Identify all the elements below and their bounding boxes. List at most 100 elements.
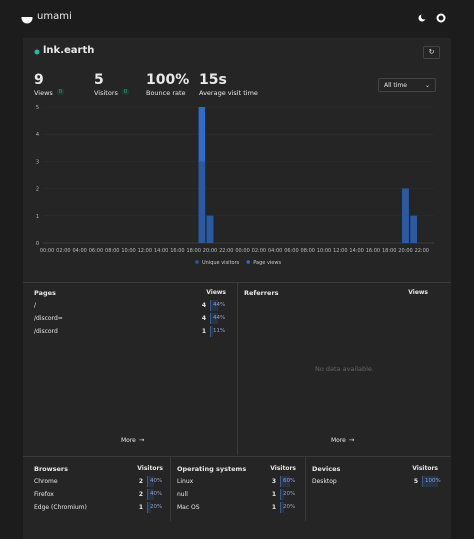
percent-track (147, 489, 163, 500)
percent-bar (148, 489, 154, 500)
date-filter[interactable]: All time ⌄ (378, 78, 436, 92)
row-label: Edge (Chromium) (34, 504, 87, 511)
x-tick-label: 22:00 (415, 248, 429, 254)
metric-label: Visitors (94, 89, 118, 97)
x-tick-label: 10:00 (317, 248, 331, 254)
bar (198, 161, 206, 243)
x-tick-label: 16:00 (170, 248, 184, 254)
x-tick-label: 02:00 (252, 248, 266, 254)
percent-track (280, 476, 296, 487)
x-tick-label: 00:00 (40, 248, 54, 254)
percent-bar (281, 502, 284, 513)
percent-bar (211, 313, 218, 324)
metric-value: 15s (199, 72, 227, 88)
x-tick-label: 14:00 (349, 248, 363, 254)
x-tick-label: 06:00 (284, 248, 298, 254)
row-value: 1 (138, 504, 143, 511)
table-title: Browsers (34, 465, 68, 473)
table-metric: Views (408, 289, 428, 296)
row-percent: 20% (283, 491, 296, 497)
filter-label: All time (384, 82, 407, 89)
x-tick-label: 14:00 (154, 248, 168, 254)
metric-change: 0 (121, 89, 130, 95)
bar (402, 188, 409, 243)
percent-track (147, 502, 163, 513)
table-metric: Visitors (270, 465, 296, 472)
refresh-button[interactable]: ↻ (423, 46, 440, 59)
x-tick-label: 08:00 (301, 248, 315, 254)
row-label: /discord (34, 328, 58, 335)
x-tick-label: 20:00 (203, 248, 217, 254)
row-value: 4 (201, 302, 206, 309)
row-value: 3 (271, 478, 276, 485)
metric-label: Average visit time (199, 89, 258, 97)
legend-swatch (195, 260, 199, 264)
percent-track (210, 300, 226, 311)
metric-value: 5 (94, 72, 104, 88)
x-tick-label: 08:00 (105, 248, 119, 254)
table-metric: Views (206, 289, 226, 296)
percent-track (280, 502, 296, 513)
logo (21, 12, 33, 24)
table-title: Operating systems (177, 465, 247, 473)
row-value: 4 (201, 315, 206, 322)
percent-track (422, 476, 438, 487)
divider (237, 283, 238, 455)
percent-bar (423, 476, 438, 487)
row-label: null (177, 491, 188, 498)
percent-bar (281, 489, 284, 500)
row-label: Linux (177, 478, 194, 485)
x-tick-label: 10:00 (121, 248, 135, 254)
bar (410, 215, 417, 243)
legend-label: Unique visitors (202, 260, 240, 266)
x-tick-label: 22:00 (219, 248, 233, 254)
row-value: 2 (138, 491, 143, 498)
row-percent: 100% (425, 478, 441, 484)
row-value: 1 (201, 328, 206, 335)
row-percent: 44% (213, 302, 226, 308)
percent-track (280, 489, 296, 500)
more-link[interactable]: More (121, 437, 136, 444)
y-tick-label: 0 (36, 241, 39, 247)
x-tick-label: 20:00 (398, 248, 412, 254)
table-title: Referrers (244, 289, 279, 297)
y-tick-label: 3 (36, 159, 39, 165)
settings[interactable] (436, 13, 446, 23)
divider (23, 282, 451, 283)
theme-toggle[interactable] (417, 13, 427, 23)
percent-bar (211, 300, 218, 311)
row-label: Firefox (34, 491, 54, 498)
table-metric: Visitors (137, 465, 163, 472)
y-tick-label: 2 (36, 187, 39, 193)
row-label: /discord= (34, 315, 63, 322)
brand: umami (37, 11, 72, 22)
x-tick-label: 12:00 (333, 248, 347, 254)
row-percent: 20% (150, 504, 163, 510)
percent-bar (148, 476, 154, 487)
x-tick-label: 18:00 (186, 248, 200, 254)
more-link[interactable]: More (331, 437, 346, 444)
x-tick-label: 02:00 (56, 248, 70, 254)
row-value: 2 (138, 478, 143, 485)
y-tick-label: 1 (36, 214, 39, 220)
more-arrow: → (138, 436, 145, 444)
empty-message: No data available. (314, 365, 375, 373)
metric-change: 0 (56, 89, 64, 95)
row-percent: 11% (213, 328, 226, 334)
metric-label: Bounce rate (146, 89, 186, 97)
x-tick-label: 06:00 (89, 248, 103, 254)
x-tick-label: 04:00 (268, 248, 282, 254)
percent-track (147, 476, 163, 487)
bar (206, 215, 214, 243)
x-tick-label: 18:00 (382, 248, 396, 254)
x-tick-label: 00:00 (235, 248, 249, 254)
legend-label: Page views (253, 260, 281, 266)
percent-track (210, 326, 226, 337)
row-percent: 40% (150, 491, 163, 497)
metric-value: 9 (34, 72, 44, 88)
row-percent: 44% (213, 315, 226, 321)
percent-bar (281, 476, 290, 487)
metric-value: 100% (146, 72, 190, 88)
row-label: Desktop (312, 478, 337, 485)
